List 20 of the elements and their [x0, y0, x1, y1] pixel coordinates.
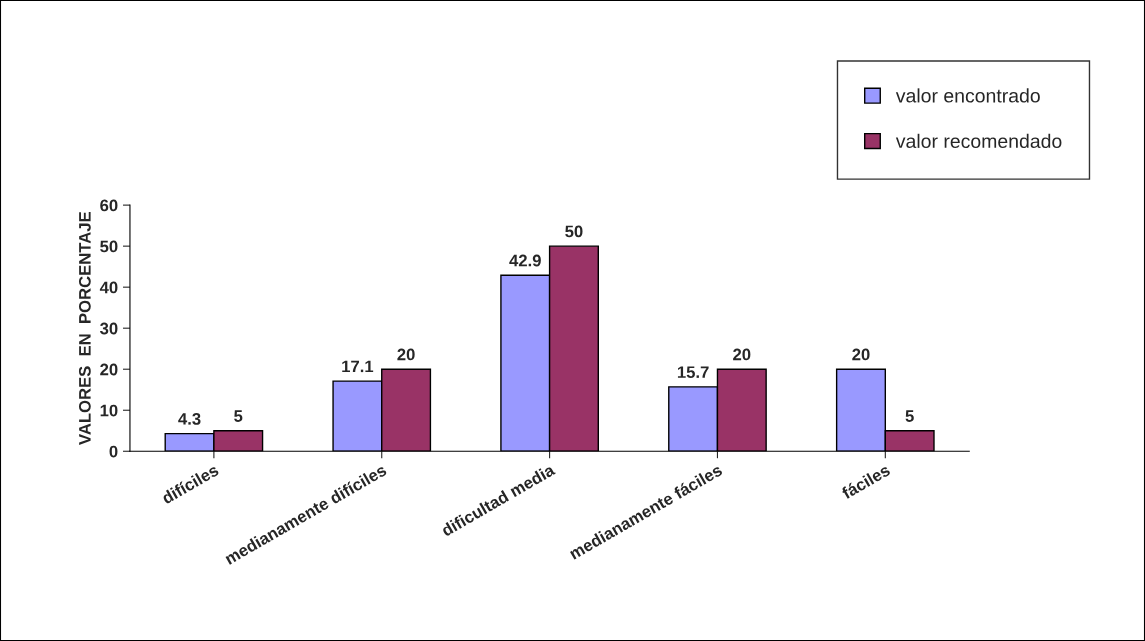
data-label: 20: [397, 348, 415, 361]
y-tick-label: 50: [100, 240, 118, 253]
data-label: 17.1: [342, 360, 374, 373]
y-tick-label: 10: [100, 404, 118, 417]
data-label: 42.9: [509, 254, 541, 267]
y-tick-label: 40: [99, 281, 118, 294]
data-label: 50: [565, 225, 583, 238]
y-tick-label: 0: [109, 445, 118, 458]
legend-label: valor encontrado: [895, 88, 1040, 103]
y-tick-label: 30: [100, 322, 118, 335]
legend-label: valor recomendado: [895, 133, 1062, 149]
data-label: 15.7: [677, 366, 709, 379]
data-label: 5: [905, 410, 914, 422]
y-tick-label: 20: [100, 363, 118, 376]
data-label: 5: [234, 410, 243, 422]
data-label: 20: [852, 348, 870, 361]
data-label: 20: [733, 348, 751, 361]
y-tick-label: 60: [100, 199, 118, 212]
y-axis-title: VALORES EN PORCENTAJE: [78, 212, 91, 445]
data-label: 4.3: [178, 412, 201, 425]
